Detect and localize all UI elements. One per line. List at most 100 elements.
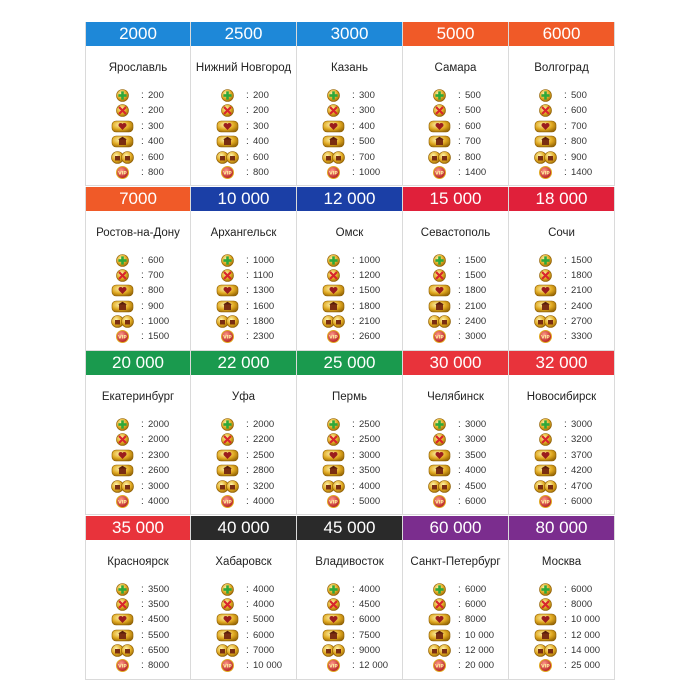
one-house-icon (534, 629, 557, 642)
rent-row: :6000 (403, 582, 508, 597)
rent-list: :3500:3500:4500:5500:6500 VIP:8000 (86, 582, 190, 674)
rent-value: 6000 (465, 495, 487, 507)
separator-colon: : (246, 285, 249, 297)
separator-colon: : (458, 331, 461, 343)
svg-text:VIP: VIP (329, 499, 338, 505)
separator-colon: : (352, 419, 355, 430)
rent-row: :4700 (509, 479, 614, 494)
separator-colon: : (564, 120, 567, 132)
rent-value: 1800 (253, 316, 275, 328)
rent-row: :2800 (191, 463, 296, 478)
rent-value: 700 (359, 151, 375, 163)
cross-icon (539, 433, 552, 447)
rent-value: 200 (253, 90, 269, 101)
rent-row: :12 000 (403, 643, 508, 658)
two-houses-icon (216, 644, 239, 657)
rent-value: 3200 (571, 434, 593, 446)
rent-value: 4000 (253, 598, 275, 610)
separator-colon: : (352, 495, 355, 507)
separator-colon: : (141, 254, 144, 266)
rent-value: 1400 (465, 166, 487, 178)
separator-colon: : (352, 583, 355, 595)
rent-list: :1500:1800:2100:2400:2700 VIP:3300 (509, 253, 614, 345)
rent-value: 200 (148, 90, 164, 101)
rent-row: VIP:4000 (191, 494, 296, 509)
rent-row: :2400 (403, 314, 508, 329)
separator-colon: : (458, 166, 461, 178)
heart-house-icon (322, 449, 345, 462)
rent-row: :700 (297, 150, 402, 165)
two-houses-icon (111, 479, 134, 493)
rent-row: :1300 (191, 283, 296, 298)
separator-colon: : (246, 419, 249, 430)
heart-house-icon (216, 449, 239, 462)
vip-icon: VIP (433, 494, 446, 508)
card-city-name: Омск (335, 226, 364, 239)
card-price: 80 000 (509, 515, 614, 540)
rent-value: 3700 (571, 449, 593, 461)
rent-value: 1500 (148, 331, 170, 343)
card-price: 60 000 (403, 515, 508, 540)
separator-colon: : (352, 166, 355, 178)
rent-row: :200 (191, 103, 296, 118)
property-card: 2000 Ярославль:200:200:300:400:600 VIP:800 (85, 22, 191, 186)
rent-list: :1000:1200:1500:1800:2100 VIP:2600 (297, 253, 402, 345)
rent-value: 2600 (148, 465, 170, 477)
rent-value: 5000 (359, 495, 381, 507)
rent-row: :700 (86, 268, 190, 283)
rent-value: 5000 (253, 614, 275, 626)
card-price: 5000 (403, 22, 508, 46)
cross-icon (433, 269, 446, 282)
rent-row: :8000 (403, 612, 508, 627)
heart-house-icon (534, 120, 557, 133)
card-price: 25 000 (297, 351, 402, 375)
rent-value: 900 (148, 300, 164, 312)
separator-colon: : (246, 645, 249, 657)
rent-value: 7500 (359, 629, 381, 641)
plus-icon (116, 89, 129, 102)
rent-row: :900 (86, 299, 190, 314)
vip-icon: VIP (116, 165, 129, 179)
rent-row: :1500 (403, 268, 508, 283)
separator-colon: : (458, 660, 461, 672)
separator-colon: : (246, 629, 249, 641)
plus-icon (221, 582, 234, 596)
vip-icon: VIP (433, 165, 446, 179)
rent-list: :500:600:700:800:900 VIP:1400 (509, 88, 614, 180)
heart-house-icon (534, 284, 557, 297)
vip-icon: VIP (327, 494, 340, 508)
plus-icon (327, 582, 340, 596)
two-houses-icon (322, 479, 345, 493)
rent-value: 1000 (359, 254, 381, 266)
property-card: 2500 Нижний Новгород:200:200:300:400:600 V… (191, 22, 297, 186)
rent-list: :1500:1500:1800:2100:2400 VIP:3000 (403, 253, 508, 345)
plus-icon (327, 253, 340, 267)
separator-colon: : (246, 598, 249, 610)
separator-colon: : (352, 480, 355, 492)
one-house-icon (322, 300, 345, 313)
rent-row: :400 (297, 119, 402, 134)
rent-row: :2200 (191, 432, 296, 447)
rent-value: 10 000 (465, 629, 495, 641)
separator-colon: : (564, 419, 567, 430)
heart-house-icon (111, 449, 134, 462)
vip-icon: VIP (433, 330, 446, 344)
vip-icon: VIP (539, 330, 552, 344)
heart-house-icon (322, 613, 345, 626)
property-card: 22 000 Уфа:2000:2200:2500:2800:3200 VIP:40… (191, 351, 297, 515)
rent-row: :500 (403, 88, 508, 103)
rent-value: 4000 (359, 583, 381, 595)
rent-value: 6000 (571, 583, 593, 595)
svg-text:VIP: VIP (435, 335, 444, 341)
rent-value: 12 000 (571, 629, 601, 641)
card-price: 40 000 (191, 515, 296, 540)
card-city-name: Нижний Новгород (195, 62, 292, 74)
cross-icon (539, 269, 552, 282)
rent-row: :2100 (403, 299, 508, 314)
rent-row: :3700 (509, 448, 614, 463)
separator-colon: : (564, 254, 567, 266)
one-house-icon (111, 464, 134, 477)
rent-row: :600 (86, 150, 190, 165)
rent-value: 10 000 (571, 614, 601, 626)
svg-text:VIP: VIP (223, 335, 232, 341)
